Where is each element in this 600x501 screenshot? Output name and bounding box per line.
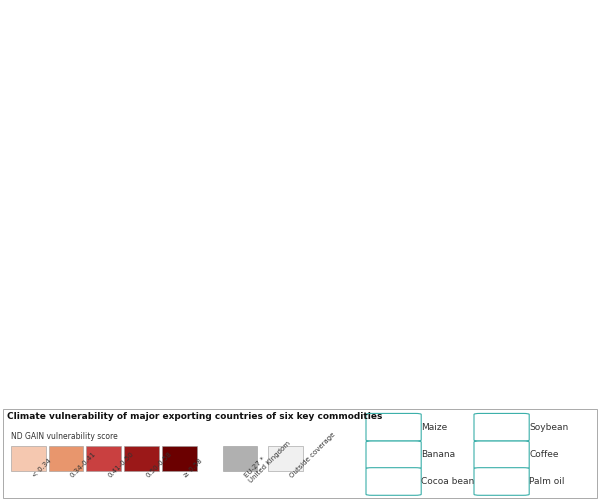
Text: Banana: Banana [421, 450, 455, 459]
Text: 0.41-0.50: 0.41-0.50 [107, 450, 135, 478]
Text: ND GAIN vulnerability score: ND GAIN vulnerability score [11, 432, 118, 441]
Bar [49, 446, 83, 470]
FancyBboxPatch shape [366, 413, 421, 441]
Bar [124, 446, 159, 470]
Bar [11, 446, 46, 470]
Bar [86, 446, 121, 470]
Text: Cocoa bean: Cocoa bean [421, 477, 475, 486]
FancyBboxPatch shape [366, 441, 421, 468]
Text: Palm oil: Palm oil [529, 477, 565, 486]
Text: Climate vulnerability of major exporting countries of six key commodities: Climate vulnerability of major exporting… [7, 412, 383, 421]
Text: Maize: Maize [421, 423, 448, 432]
Text: Outside coverage: Outside coverage [289, 431, 336, 478]
Text: < 0.34: < 0.34 [31, 457, 52, 478]
Bar [223, 446, 257, 470]
FancyBboxPatch shape [474, 468, 529, 495]
Text: 0.34-0.41: 0.34-0.41 [69, 450, 97, 478]
Text: Soybean: Soybean [529, 423, 568, 432]
Bar [268, 446, 303, 470]
FancyBboxPatch shape [366, 468, 421, 495]
Text: EU-27 *
United Kingdom: EU-27 * United Kingdom [243, 435, 292, 483]
FancyBboxPatch shape [474, 413, 529, 441]
Text: ≥ 0.58: ≥ 0.58 [182, 457, 203, 478]
Text: 0.50-0.58: 0.50-0.58 [145, 450, 173, 478]
Text: Coffee: Coffee [529, 450, 559, 459]
FancyBboxPatch shape [474, 441, 529, 468]
Bar [162, 446, 197, 470]
